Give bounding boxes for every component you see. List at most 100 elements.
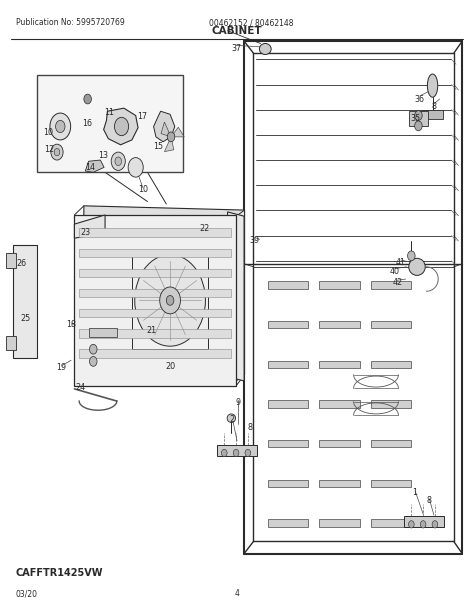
Bar	[79, 289, 231, 297]
Text: Publication No: 5995720769: Publication No: 5995720769	[16, 18, 124, 28]
Text: 42: 42	[392, 278, 402, 287]
Text: 26: 26	[16, 259, 26, 268]
Text: 18: 18	[66, 321, 76, 329]
Circle shape	[111, 152, 125, 170]
Text: 8: 8	[427, 496, 432, 505]
Circle shape	[409, 520, 414, 528]
Bar	[13, 245, 36, 359]
Circle shape	[160, 287, 181, 314]
Bar	[319, 361, 359, 368]
Bar	[371, 361, 411, 368]
Circle shape	[221, 449, 227, 457]
Text: 9: 9	[236, 398, 240, 408]
Circle shape	[90, 357, 97, 367]
Polygon shape	[84, 206, 245, 375]
Text: 13: 13	[98, 151, 108, 159]
Text: 4: 4	[235, 589, 239, 598]
Circle shape	[233, 449, 239, 457]
Ellipse shape	[259, 44, 271, 55]
Bar	[268, 519, 308, 527]
Text: 00462152 / 80462148: 00462152 / 80462148	[209, 18, 293, 28]
Bar	[79, 349, 231, 358]
Bar	[79, 309, 231, 318]
Text: 21: 21	[146, 326, 156, 335]
Circle shape	[50, 113, 71, 140]
Bar	[79, 248, 231, 257]
Bar	[371, 480, 411, 487]
Polygon shape	[161, 122, 171, 137]
Bar	[89, 328, 117, 337]
Bar	[268, 400, 308, 408]
Bar	[74, 215, 236, 386]
Bar	[319, 400, 359, 408]
Text: 11: 11	[104, 108, 114, 117]
Ellipse shape	[428, 74, 438, 97]
Polygon shape	[85, 160, 104, 172]
Bar	[319, 519, 359, 527]
Text: 23: 23	[80, 227, 91, 237]
Text: 10: 10	[44, 128, 54, 137]
Text: CAFFTR1425VW: CAFFTR1425VW	[16, 568, 103, 578]
Polygon shape	[228, 212, 244, 381]
Bar	[268, 361, 308, 368]
Polygon shape	[104, 108, 138, 145]
Circle shape	[84, 94, 91, 104]
Text: CABINET: CABINET	[212, 26, 262, 36]
Text: 8: 8	[431, 102, 437, 111]
Text: 14: 14	[85, 163, 95, 172]
Ellipse shape	[409, 258, 425, 275]
Bar	[6, 253, 17, 268]
Circle shape	[432, 520, 438, 528]
Text: 12: 12	[45, 145, 55, 154]
Bar	[132, 251, 208, 349]
Text: 17: 17	[137, 112, 147, 121]
Text: 1: 1	[413, 488, 418, 497]
Text: 35: 35	[410, 114, 420, 123]
Text: 03/20: 03/20	[16, 589, 37, 598]
Bar	[36, 75, 183, 172]
Circle shape	[135, 254, 205, 346]
Circle shape	[167, 132, 175, 142]
Text: 19: 19	[56, 363, 67, 372]
Bar	[371, 440, 411, 447]
Text: 15: 15	[153, 142, 163, 151]
Bar	[268, 281, 308, 289]
Text: 37: 37	[231, 45, 241, 53]
Circle shape	[415, 110, 422, 120]
Circle shape	[245, 449, 251, 457]
Text: 39: 39	[250, 236, 260, 245]
Circle shape	[415, 121, 422, 131]
Bar	[79, 329, 231, 338]
Bar	[217, 445, 257, 456]
Bar	[268, 480, 308, 487]
Circle shape	[55, 120, 65, 132]
Text: 10: 10	[138, 185, 148, 194]
Polygon shape	[234, 210, 245, 383]
Bar	[79, 229, 231, 237]
Bar	[371, 519, 411, 527]
Circle shape	[115, 117, 128, 135]
Text: 16: 16	[82, 119, 92, 128]
Bar	[319, 480, 359, 487]
Circle shape	[128, 158, 143, 177]
Ellipse shape	[227, 414, 236, 422]
Polygon shape	[74, 215, 105, 238]
Text: 41: 41	[396, 258, 406, 267]
Circle shape	[115, 157, 121, 166]
Text: 2: 2	[230, 415, 235, 424]
Circle shape	[51, 144, 63, 160]
Text: 22: 22	[200, 224, 210, 233]
Bar	[371, 400, 411, 408]
Bar	[268, 321, 308, 329]
Bar	[268, 440, 308, 447]
Bar	[319, 281, 359, 289]
Text: 20: 20	[165, 362, 175, 371]
Circle shape	[54, 148, 60, 156]
Bar	[371, 321, 411, 329]
Text: 25: 25	[21, 314, 31, 323]
Text: 8: 8	[248, 423, 253, 432]
Bar	[319, 440, 359, 447]
Text: 36: 36	[415, 94, 425, 104]
Text: 24: 24	[75, 383, 86, 392]
Polygon shape	[171, 128, 184, 137]
